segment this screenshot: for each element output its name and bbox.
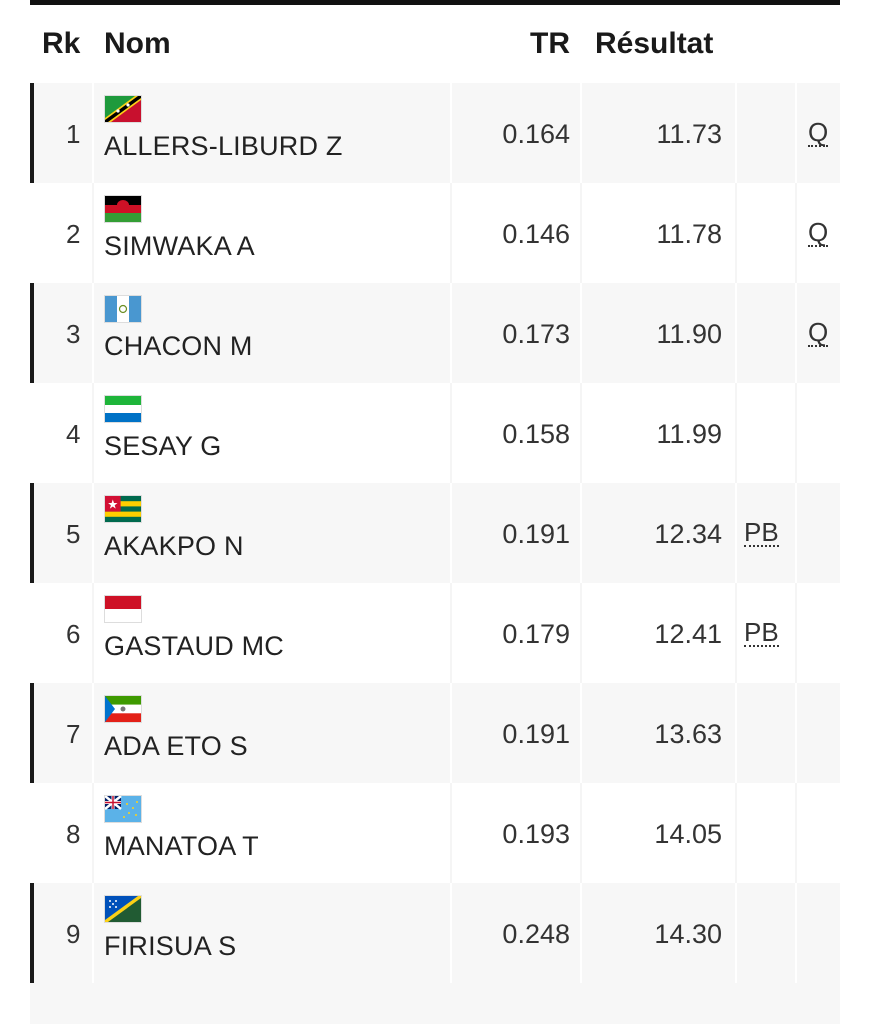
result-time: 11.73 — [656, 119, 722, 149]
reaction-time: 0.158 — [502, 419, 570, 449]
header-tr: TR — [530, 27, 570, 60]
result-time: 14.30 — [654, 919, 722, 949]
athlete-name[interactable]: CHACON M — [104, 331, 253, 361]
row-accent-bar — [30, 883, 34, 983]
table-row[interactable]: 6 GASTAUD MC 0.179 12.41 PB — [30, 583, 840, 683]
row-rank: 7 — [66, 719, 81, 749]
results-table: Rk Nom TR Résultat 1 ALLERS-LIBURD Z 0.1… — [30, 0, 840, 1024]
result-time: 13.63 — [654, 719, 722, 749]
result-time: 12.34 — [654, 519, 722, 549]
reaction-time: 0.191 — [502, 519, 570, 549]
togo-flag-icon — [104, 495, 142, 523]
malawi-flag-icon — [104, 195, 142, 223]
reaction-time: 0.164 — [502, 119, 570, 149]
athlete-name[interactable]: SESAY G — [104, 431, 222, 461]
reaction-time: 0.146 — [502, 219, 570, 249]
table-row[interactable]: 8 MANATOA T 0.193 14.05 — [30, 783, 840, 883]
monaco-flag-icon — [104, 595, 142, 623]
header-rk: Rk — [42, 27, 81, 60]
row-rank: 1 — [66, 119, 81, 149]
reaction-time: 0.173 — [502, 319, 570, 349]
row-rank: 4 — [66, 419, 81, 449]
athlete-name[interactable]: AKAKPO N — [104, 531, 244, 561]
guatemala-flag-icon — [104, 295, 142, 323]
table-row[interactable]: 4 SESAY G 0.158 11.99 — [30, 383, 840, 483]
row-rank: 9 — [66, 919, 81, 949]
row-accent-bar — [30, 483, 34, 583]
qualification-badge[interactable]: Q — [808, 217, 829, 247]
row-rank: 2 — [66, 219, 81, 249]
sierra-leone-flag-icon — [104, 395, 142, 423]
row-accent-bar — [30, 283, 34, 383]
result-time: 11.78 — [656, 219, 722, 249]
record-badge[interactable]: PB — [744, 617, 779, 647]
solomon-islands-flag-icon — [104, 895, 142, 923]
top-border — [30, 0, 840, 5]
table-row[interactable]: 3 CHACON M 0.173 11.90 Q — [30, 283, 840, 383]
reaction-time: 0.248 — [502, 919, 570, 949]
athlete-name[interactable]: SIMWAKA A — [104, 231, 255, 261]
athlete-name[interactable]: ADA ETO S — [104, 731, 248, 761]
table-header: Rk Nom TR Résultat — [30, 5, 840, 83]
reaction-time: 0.193 — [502, 819, 570, 849]
row-accent-bar — [30, 83, 34, 183]
equatorial-guinea-flag-icon — [104, 695, 142, 723]
athlete-name[interactable]: ALLERS-LIBURD Z — [104, 131, 343, 161]
header-resultat: Résultat — [595, 27, 714, 60]
qualification-badge[interactable]: Q — [808, 317, 829, 347]
result-time: 12.41 — [654, 619, 722, 649]
reaction-time: 0.179 — [502, 619, 570, 649]
table-row[interactable]: 5 AKAKPO N 0.191 12.34 PB — [30, 483, 840, 583]
athlete-name[interactable]: MANATOA T — [104, 831, 259, 861]
table-row[interactable]: 1 ALLERS-LIBURD Z 0.164 11.73 Q — [30, 83, 840, 183]
header-nom: Nom — [104, 27, 171, 60]
row-rank: 5 — [66, 519, 81, 549]
qualification-badge[interactable]: Q — [808, 117, 829, 147]
result-time: 11.90 — [656, 319, 722, 349]
tuvalu-flag-icon — [104, 795, 142, 823]
athlete-name[interactable]: FIRISUA S — [104, 931, 237, 961]
athlete-name[interactable]: GASTAUD MC — [104, 631, 285, 661]
row-rank: 3 — [66, 319, 81, 349]
record-badge[interactable]: PB — [744, 517, 779, 547]
table-row[interactable]: 9 FIRISUA S 0.248 14.30 — [30, 883, 840, 983]
result-time: 11.99 — [656, 419, 722, 449]
saint-kitts-and-nevis-flag-icon — [104, 95, 142, 123]
table-footer — [30, 983, 840, 1024]
row-rank: 6 — [66, 619, 81, 649]
table-row[interactable]: 7 ADA ETO S 0.191 13.63 — [30, 683, 840, 783]
row-accent-bar — [30, 683, 34, 783]
reaction-time: 0.191 — [502, 719, 570, 749]
row-rank: 8 — [66, 819, 81, 849]
result-time: 14.05 — [654, 819, 722, 849]
table-row[interactable]: 2 SIMWAKA A 0.146 11.78 Q — [30, 183, 840, 283]
